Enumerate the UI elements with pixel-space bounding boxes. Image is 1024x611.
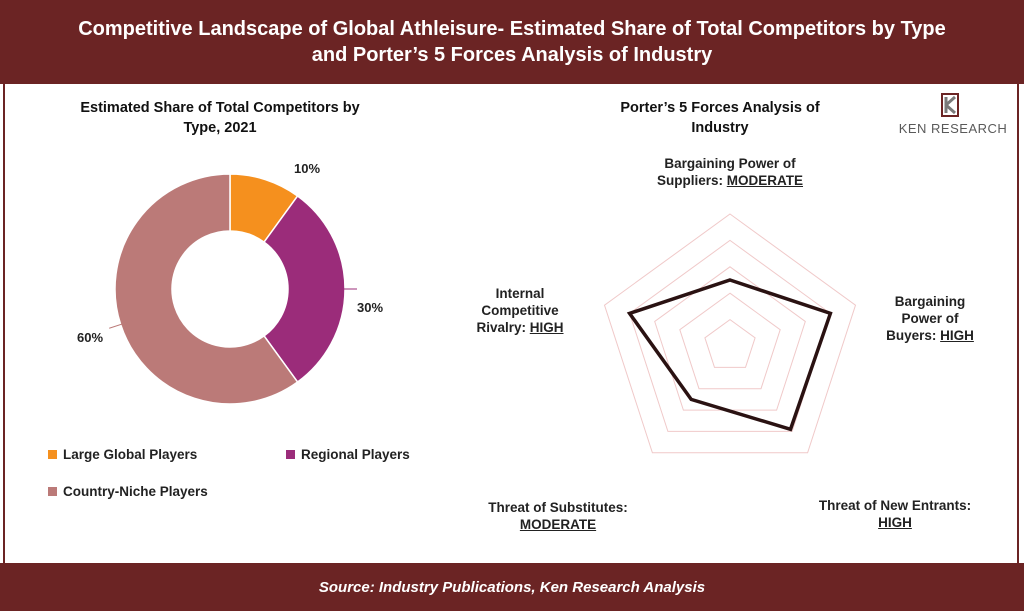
radar-grid-ring (629, 239, 831, 432)
legend-item-country-niche: Country-Niche Players (48, 484, 208, 499)
donut-slice-country-niche (114, 173, 299, 405)
radar-title-line1: Porter’s 5 Forces Analysis of (620, 100, 820, 116)
donut-leader-line (109, 318, 139, 329)
force-label-new-entrants: Threat of New Entrants: HIGH (790, 497, 1000, 531)
force-label-suppliers: Bargaining Power of Suppliers: MODERATE (610, 155, 850, 189)
force-suppliers-line1: Bargaining Power of (664, 156, 796, 171)
force-new-entrants-level: HIGH (878, 515, 912, 530)
force-label-buyers: Bargaining Power of Buyers: HIGH (870, 293, 990, 344)
force-buyers-line3: Buyers: (886, 328, 937, 343)
ken-research-logo-icon (941, 93, 959, 117)
donut-chart: 10% 30% 60% (77, 161, 383, 405)
radar-series-line (626, 278, 833, 432)
legend-label-regional: Regional Players (301, 447, 410, 462)
donut-data-label: 30% (357, 300, 383, 315)
content-panel (3, 84, 1019, 563)
force-rivalry-line3: Rivalry: (476, 320, 526, 335)
legend-item-regional: Regional Players (286, 447, 410, 462)
donut-data-label: 60% (77, 330, 103, 345)
force-buyers-level: HIGH (940, 328, 974, 343)
radar-grid-ring (679, 292, 781, 390)
force-rivalry-line1: Internal (495, 286, 545, 301)
legend-swatch-regional (286, 450, 295, 459)
force-rivalry-level: HIGH (529, 320, 564, 335)
donut-data-label: 10% (294, 161, 320, 176)
header-band: Competitive Landscape of Global Athleisu… (0, 0, 1024, 84)
legend-label-large-global: Large Global Players (63, 447, 198, 462)
force-label-substitutes: Threat of Substitutes: MODERATE (463, 499, 653, 533)
radar-chart-title: Porter’s 5 Forces Analysis of Industry (590, 98, 850, 138)
legend-label-country-niche: Country-Niche Players (63, 484, 208, 499)
radar-chart (603, 213, 857, 454)
radar-grid-ring (704, 318, 756, 368)
force-label-rivalry: Internal Competitive Rivalry: HIGH (460, 285, 580, 336)
legend-swatch-large-global (48, 450, 57, 459)
donut-title-line2: Type, 2021 (183, 120, 257, 136)
legend-swatch-country-niche (48, 487, 57, 496)
footer-band: Source: Industry Publications, Ken Resea… (0, 563, 1024, 611)
force-rivalry-line2: Competitive (481, 303, 559, 318)
header-title-line1: Competitive Landscape of Global Athleisu… (78, 18, 946, 40)
force-substitutes-level: MODERATE (519, 517, 597, 532)
force-buyers-line2: Power of (901, 311, 959, 326)
force-suppliers-line2: Suppliers: (656, 173, 723, 188)
radar-grid-ring (603, 213, 857, 454)
force-buyers-line1: Bargaining (894, 294, 966, 309)
donut-title-line1: Estimated Share of Total Competitors by (80, 100, 360, 116)
donut-chart-title: Estimated Share of Total Competitors by … (30, 98, 410, 138)
footer-source: Source: Industry Publications, Ken Resea… (318, 578, 706, 596)
radar-title-line2: Industry (691, 120, 749, 136)
force-suppliers-level: MODERATE (726, 173, 804, 188)
header-title-line2: and Porter’s 5 Forces Analysis of Indust… (311, 44, 713, 66)
logo-text: KEN RESEARCH (898, 121, 1008, 136)
legend-item-large-global: Large Global Players (48, 447, 197, 462)
force-substitutes-line1: Threat of Substitutes: (488, 500, 628, 515)
donut-slice-regional (263, 194, 346, 384)
force-new-entrants-line1: Threat of New Entrants: (818, 498, 972, 513)
